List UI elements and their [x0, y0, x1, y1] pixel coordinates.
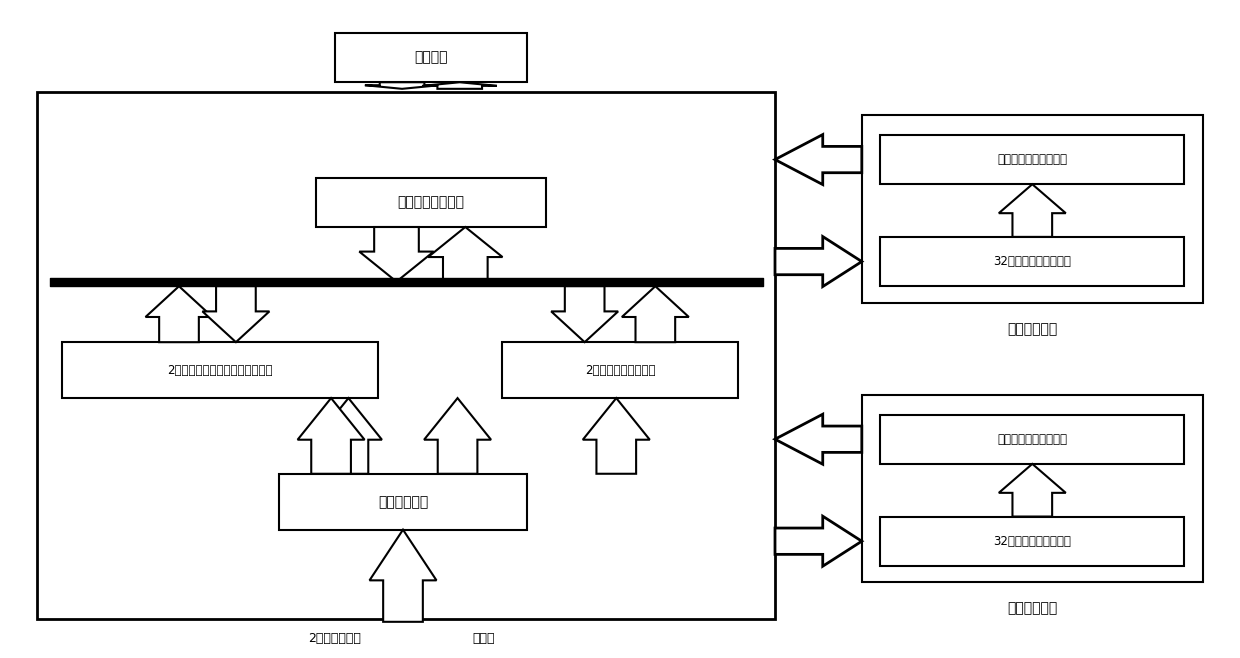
Polygon shape [552, 286, 619, 342]
Polygon shape [775, 516, 862, 566]
Text: 32组超级电容并联模块: 32组超级电容并联模块 [993, 255, 1071, 268]
Polygon shape [370, 530, 436, 622]
Bar [279, 474, 527, 530]
Polygon shape [775, 415, 862, 465]
Bar [502, 342, 738, 398]
Text: 超级电容模组: 超级电容模组 [1007, 322, 1058, 336]
Bar [316, 178, 546, 227]
Text: 2路交直流电源: 2路交直流电源 [309, 632, 361, 645]
Bar [880, 135, 1184, 184]
Polygon shape [775, 135, 862, 185]
Bar [62, 342, 378, 398]
Text: 超级电容在线监测模块: 超级电容在线监测模块 [997, 433, 1068, 445]
Polygon shape [365, 82, 439, 89]
Polygon shape [999, 184, 1065, 237]
Polygon shape [145, 286, 212, 342]
Polygon shape [298, 398, 365, 474]
Polygon shape [775, 237, 862, 287]
Bar [880, 237, 1184, 286]
Polygon shape [315, 398, 382, 474]
Bar [880, 517, 1184, 566]
Polygon shape [423, 82, 497, 89]
Polygon shape [424, 398, 491, 474]
Polygon shape [583, 398, 650, 474]
Bar [880, 415, 1184, 464]
Text: 超级电容在线监测模块: 超级电容在线监测模块 [997, 153, 1068, 166]
Bar [335, 33, 527, 82]
Text: 远方主站: 远方主站 [414, 51, 448, 64]
Text: 中央处理控制模块: 中央处理控制模块 [397, 195, 465, 209]
Text: 32组超级电容并联模块: 32组超级电容并联模块 [993, 535, 1071, 547]
Polygon shape [622, 286, 689, 342]
Polygon shape [999, 464, 1065, 517]
Polygon shape [428, 227, 502, 282]
Text: 2组超级电容充电模块: 2组超级电容充电模块 [585, 364, 655, 376]
Bar [862, 395, 1203, 582]
Text: 控制器: 控制器 [472, 632, 495, 645]
Bar [862, 115, 1203, 303]
Text: 2组多电源输入的直流电源逆变器: 2组多电源输入的直流电源逆变器 [167, 364, 273, 376]
Bar [37, 92, 775, 619]
Text: 超级电容模组: 超级电容模组 [1007, 601, 1058, 616]
Text: 输入电源模块: 输入电源模块 [378, 495, 428, 509]
Polygon shape [360, 227, 434, 282]
Polygon shape [202, 286, 269, 342]
